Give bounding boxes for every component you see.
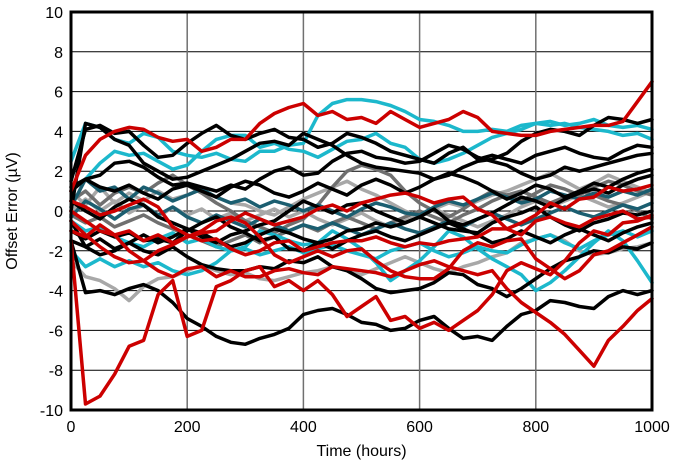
y-tick-label: -10	[40, 403, 63, 420]
y-axis-label: Offset Error (µV)	[4, 152, 21, 269]
series-line	[69, 123, 654, 183]
series-line	[69, 239, 654, 347]
y-axis-tick-labels: -10 -8 -6 -4 -2 0 2 4 6 8 10	[40, 5, 63, 420]
x-axis-label: Time (hours)	[316, 443, 406, 460]
series-line	[69, 209, 654, 281]
series-line	[69, 97, 654, 164]
y-tick-label: 6	[54, 85, 63, 102]
y-tick-label: -2	[49, 244, 63, 261]
series-line	[69, 223, 654, 368]
series-line	[69, 167, 654, 201]
series-line	[69, 191, 654, 265]
x-tick-label: 200	[174, 419, 201, 436]
y-tick-label: 8	[54, 45, 63, 62]
x-tick-label: 800	[522, 419, 549, 436]
plot-area-border	[69, 10, 654, 412]
series-line	[69, 219, 654, 261]
y-tick-label: -8	[49, 363, 63, 380]
x-tick-label: 600	[406, 419, 433, 436]
x-tick-label: 1000	[634, 419, 670, 436]
series-line	[69, 189, 654, 249]
data-series	[69, 79, 654, 406]
y-tick-label: 2	[54, 164, 63, 181]
x-axis-tick-labels: 0 200 400 600 800 1000	[67, 419, 670, 436]
y-tick-label: 4	[54, 124, 63, 141]
x-tick-label: 400	[290, 419, 317, 436]
series-line	[69, 79, 654, 193]
y-tick-label: 10	[45, 5, 63, 22]
y-tick-label: 0	[54, 204, 63, 221]
y-tick-label: -6	[49, 323, 63, 340]
y-tick-label: -4	[49, 284, 63, 301]
series-line	[69, 121, 654, 193]
series-line	[69, 183, 654, 257]
x-tick-label: 0	[67, 419, 76, 436]
series-line	[69, 239, 654, 299]
series-line	[69, 143, 654, 193]
